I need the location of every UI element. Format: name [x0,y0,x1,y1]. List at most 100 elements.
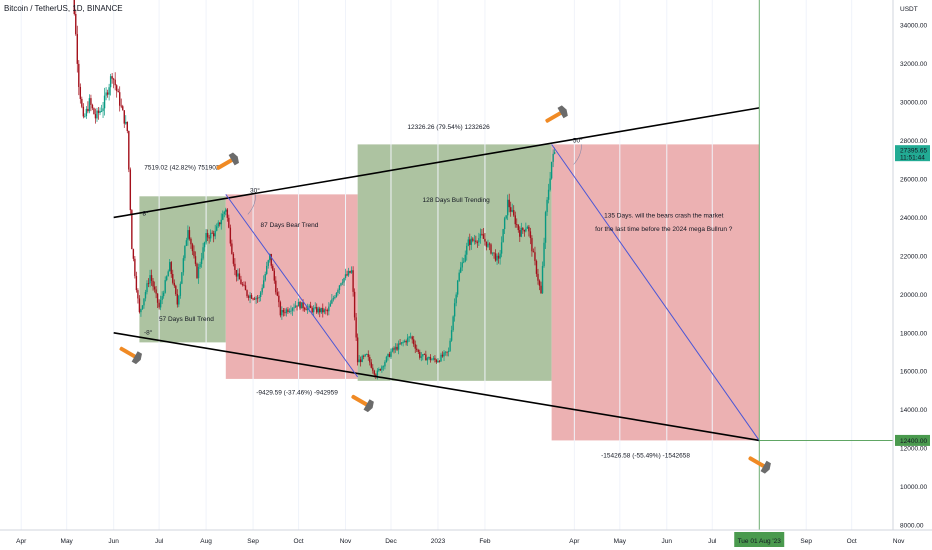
hammer-icon [748,456,771,474]
candle-body [147,283,150,285]
candle-body [197,267,200,279]
candle-body [264,274,266,281]
candle-body [290,310,292,312]
candle-body [211,232,213,234]
candle-body [175,285,177,294]
candle-body [300,302,303,309]
candle-body [520,228,523,237]
candle-body [226,209,229,218]
annotation-1: 7519.02 (42.82%) 751902 [144,164,220,171]
bull-zone-2 [357,144,552,381]
candle-body [400,342,403,344]
candle-body [413,339,415,345]
candle-body [131,210,133,250]
candle-body [385,356,388,363]
candle-body [196,263,198,279]
candle-body [190,238,192,245]
x-tick-label: Apr [569,538,580,545]
candle-body [455,294,457,304]
candle-body [108,87,110,95]
candle-body [270,253,272,266]
candle-body [382,366,385,368]
candle-body [464,254,466,262]
candle-body [150,275,153,281]
angle-label-3: 50° [573,136,583,144]
candle-body [490,244,492,254]
candle-body [353,291,356,318]
candle-body [115,85,118,91]
candle-body [281,310,283,316]
candle-body [243,284,245,286]
candle-body [294,305,297,308]
candle-body [491,252,494,254]
candle-body [458,272,460,281]
candle-body [322,307,324,313]
candle-body [481,233,483,235]
candle-body [93,108,95,115]
y-tick-label: 30000.00 [900,100,927,107]
candle-body [347,271,350,276]
candle-body [372,367,374,371]
candle-body [546,199,548,213]
x-tick-label: Dec [385,538,397,545]
candle-body [485,241,488,247]
candle-body [423,354,426,356]
candle-body [405,340,407,343]
candle-body [435,359,438,363]
candle-body [87,108,89,112]
candle-body [194,256,197,264]
annotation-4: 128 Days Bull Trending [423,197,491,204]
candle-body [90,98,92,105]
candle-body [510,207,512,212]
candle-body [117,90,119,93]
candle-body [99,111,101,113]
candle-body [305,309,307,311]
annotation-8: -15426.58 (-55.49%) -1542658 [601,453,690,460]
candle-body [122,106,124,111]
candle-body [506,199,509,216]
x-tick-label: Jul [708,538,717,545]
candle-body [138,298,141,313]
candle-body [511,210,513,212]
candle-body [79,86,82,99]
candle-body [141,305,144,310]
candle-body [155,289,157,294]
candle-body [88,98,91,112]
candle-body [91,104,94,109]
candle-body [394,346,397,350]
candle-body [364,354,366,357]
candle-body [408,336,410,338]
candle-body [153,286,156,290]
x-tick-label: Aug [200,538,212,545]
candle-body [269,253,271,261]
candle-body [302,302,304,309]
candle-body [329,303,332,307]
candle-body [232,253,235,264]
candle-body [219,222,221,225]
annotation-6: 135 Days. will the bears crash the marke… [604,212,723,219]
candle-body [85,108,88,117]
x-axis-background [0,530,932,550]
candle-body [170,262,172,274]
candle-body [97,110,100,113]
y-tick-label: 14000.00 [900,407,927,414]
candle-body [128,131,130,170]
candle-body [456,280,459,295]
candle-body [381,366,383,371]
candle-body [482,234,485,239]
candle-body [431,359,433,361]
candle-body [162,292,165,297]
candle-body [402,342,404,343]
markers [119,105,771,474]
candle-body [165,276,168,281]
candle-body [167,271,169,277]
candle-body [450,330,453,341]
candle-body [384,362,386,367]
candle-body [446,351,448,353]
candle-body [411,336,413,340]
candle-body [499,253,501,259]
candle-body [343,278,345,283]
candle-body [478,238,480,243]
angle-arc-1 [573,144,582,165]
